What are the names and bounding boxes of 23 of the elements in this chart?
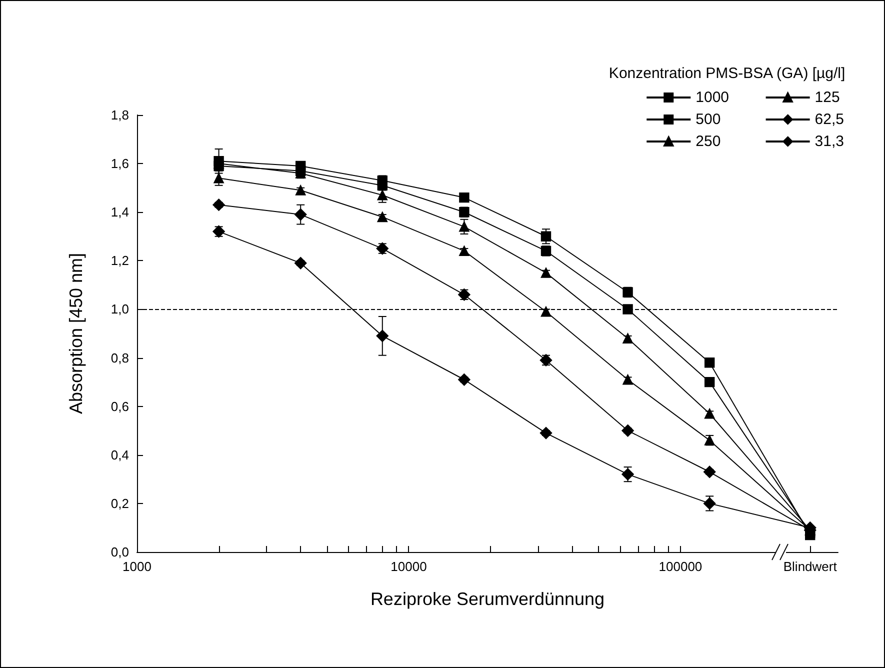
y-tick-label: 1,6	[110, 156, 129, 172]
legend-label: 500	[696, 111, 721, 128]
y-tick-label: 1,8	[110, 108, 129, 122]
y-tick-label: 0,4	[110, 447, 129, 462]
x-tick-label: Blindwert	[783, 559, 838, 574]
y-tick-label: 1,2	[110, 253, 129, 268]
y-tick-label: 1,0	[110, 302, 129, 317]
y-tick-label: 0,8	[110, 350, 129, 366]
legend-label: 1000	[696, 89, 730, 106]
y-axis-title: Absorption [450 nm]	[66, 252, 86, 414]
legend-title: Konzentration PMS-BSA (GA) [µg/l]	[608, 65, 846, 82]
y-tick-label: 0,2	[110, 496, 129, 511]
legend-label: 62,5	[814, 111, 844, 128]
x-tick-label: 10000	[390, 559, 427, 574]
legend-label: 250	[696, 133, 721, 150]
legend-label: 125	[814, 89, 840, 106]
legend-label: 31,3	[814, 133, 844, 150]
x-tick-label: 1000	[122, 559, 152, 574]
y-tick-label: 0,6	[110, 398, 129, 414]
y-tick-label: 0,0	[110, 544, 129, 560]
x-tick-label: 100000	[658, 559, 702, 574]
x-axis-title: Reziproke Serumverdünnung	[370, 589, 605, 609]
y-tick-label: 1,4	[110, 204, 129, 220]
